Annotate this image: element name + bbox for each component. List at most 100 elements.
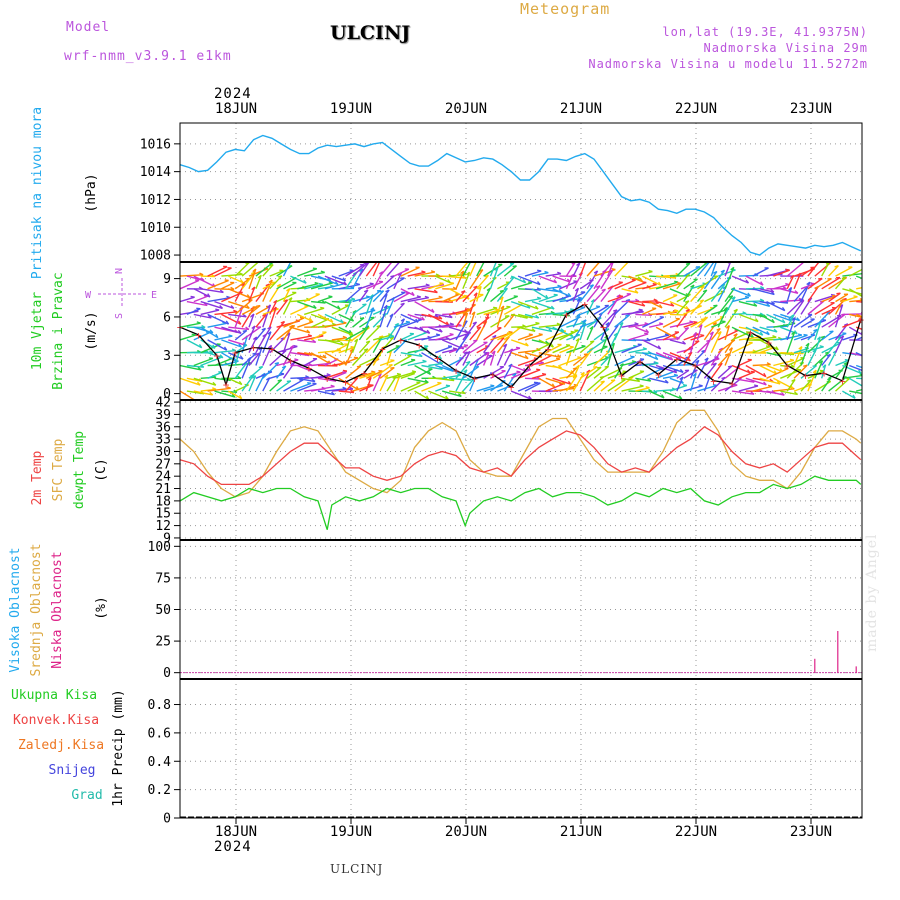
wind-arrow-head xyxy=(685,262,691,265)
wind-arrow-head xyxy=(843,361,848,365)
wind-arrow xyxy=(227,390,243,400)
wind-arrow xyxy=(345,264,365,277)
wind-arrow-head xyxy=(430,270,436,273)
wind-arrow xyxy=(214,267,232,277)
wind-arrow-head xyxy=(281,365,287,369)
wind-arrow-head xyxy=(276,283,281,287)
wind-arrow xyxy=(724,377,742,392)
wind-arrow xyxy=(531,326,552,333)
wind-arrow xyxy=(849,352,862,357)
wind-arrow xyxy=(234,329,248,341)
wind-arrow-head xyxy=(725,324,730,329)
wind-arrow-head xyxy=(528,395,532,400)
wind-arrow xyxy=(752,363,771,367)
precip-legend-item: Snijeg xyxy=(49,763,96,778)
wind-arrow-head xyxy=(376,289,382,292)
grid-lines xyxy=(180,123,862,819)
wind-arrow xyxy=(180,364,202,371)
wind-arrow-head xyxy=(191,333,196,336)
wind-arrow-head xyxy=(238,380,243,385)
panel-frame-precip xyxy=(179,678,863,819)
wind-arrow xyxy=(180,322,201,328)
wind-arrow xyxy=(738,313,759,323)
wind-arrow xyxy=(641,367,664,379)
wind-arrow xyxy=(849,390,862,395)
wind-arrow-head xyxy=(426,329,431,334)
wind-arrow xyxy=(559,309,575,316)
wind-arrow xyxy=(393,318,406,341)
wind-arrow-head xyxy=(240,282,246,287)
day-label-top: 19JUN xyxy=(330,101,372,117)
wind-arrow-head xyxy=(797,333,802,336)
wind-arrow xyxy=(255,327,267,341)
wind-arrow-head xyxy=(500,305,505,310)
wind-arrow-head xyxy=(190,295,195,298)
wind-arrow xyxy=(628,300,645,307)
wind-arrow xyxy=(282,288,291,302)
wind-arrow-head xyxy=(322,354,327,359)
wind-arrow xyxy=(593,365,610,379)
wind-arrow-head xyxy=(343,281,348,286)
wind-gust-marker: + xyxy=(655,368,662,381)
wind-arrow-head xyxy=(293,344,298,348)
wind-arrow xyxy=(462,351,471,366)
wind-arrow-head xyxy=(673,373,679,377)
wind-arrow-head xyxy=(673,369,678,374)
y-tick-label-temp: 36 xyxy=(155,420,171,435)
wind-arrow xyxy=(338,377,360,391)
wind-arrow-head xyxy=(818,277,823,280)
wind-arrow xyxy=(228,352,244,360)
wind-arrow-head xyxy=(368,259,372,261)
wind-arrow-head xyxy=(679,376,684,380)
wind-arrow xyxy=(193,295,209,303)
wind-arrow xyxy=(703,271,718,290)
wind-arrow xyxy=(683,321,698,328)
wind-arrow xyxy=(752,336,777,341)
wind-arrow xyxy=(642,283,657,290)
y-tick-label-wind: 9 xyxy=(163,272,171,287)
wind-arrow xyxy=(303,307,325,316)
wind-arrow xyxy=(759,377,781,385)
wind-arrow-head xyxy=(878,378,881,380)
wind-arrow-head xyxy=(826,353,831,357)
wind-gust-marker: + xyxy=(692,360,699,373)
wind-arrow xyxy=(255,262,274,277)
wind-arrow-head xyxy=(365,340,371,344)
wind-arrow xyxy=(834,298,845,315)
wind-arrow xyxy=(448,326,468,334)
wind-arrow-head xyxy=(674,309,679,312)
wind-arrow xyxy=(793,364,808,379)
wind-arrow-head xyxy=(445,321,450,326)
wind-arrow xyxy=(696,262,711,277)
wind-arrow-head xyxy=(516,370,521,373)
wind-arrow-head xyxy=(251,286,256,291)
footer-station: ULCINJ xyxy=(330,862,384,876)
wind-arrow xyxy=(814,336,822,353)
wind-arrow xyxy=(496,287,508,303)
wind-arrow xyxy=(234,351,240,366)
wind-arrow-head xyxy=(499,296,504,301)
wind-arrow xyxy=(855,275,862,280)
wind-arrow xyxy=(731,288,751,297)
wind-arrow xyxy=(400,288,415,297)
wind-arrow xyxy=(745,364,767,378)
wind-arrow-head xyxy=(839,335,844,339)
wind-arrow-head xyxy=(447,279,451,284)
wind-arrow xyxy=(400,266,420,277)
wind-arrow-head xyxy=(718,347,724,351)
wind-arrow-head xyxy=(280,320,285,324)
wind-arrow-head xyxy=(713,270,718,274)
y-tick-label-cloud: 50 xyxy=(155,603,171,618)
wind-arrow-head xyxy=(625,314,630,317)
wind-arrow-head xyxy=(870,357,872,360)
wind-arrow-head xyxy=(212,381,217,386)
wind-arrow xyxy=(324,282,346,290)
wind-arrow-head xyxy=(763,381,767,386)
wind-arrow xyxy=(324,358,339,367)
wind-arrow xyxy=(635,313,652,316)
wind-arrow xyxy=(586,262,601,277)
day-label-top: 21JUN xyxy=(560,101,602,117)
wind-arrow-head xyxy=(873,377,876,379)
wind-arrow-head xyxy=(684,327,689,330)
wind-arrow-head xyxy=(870,386,874,387)
